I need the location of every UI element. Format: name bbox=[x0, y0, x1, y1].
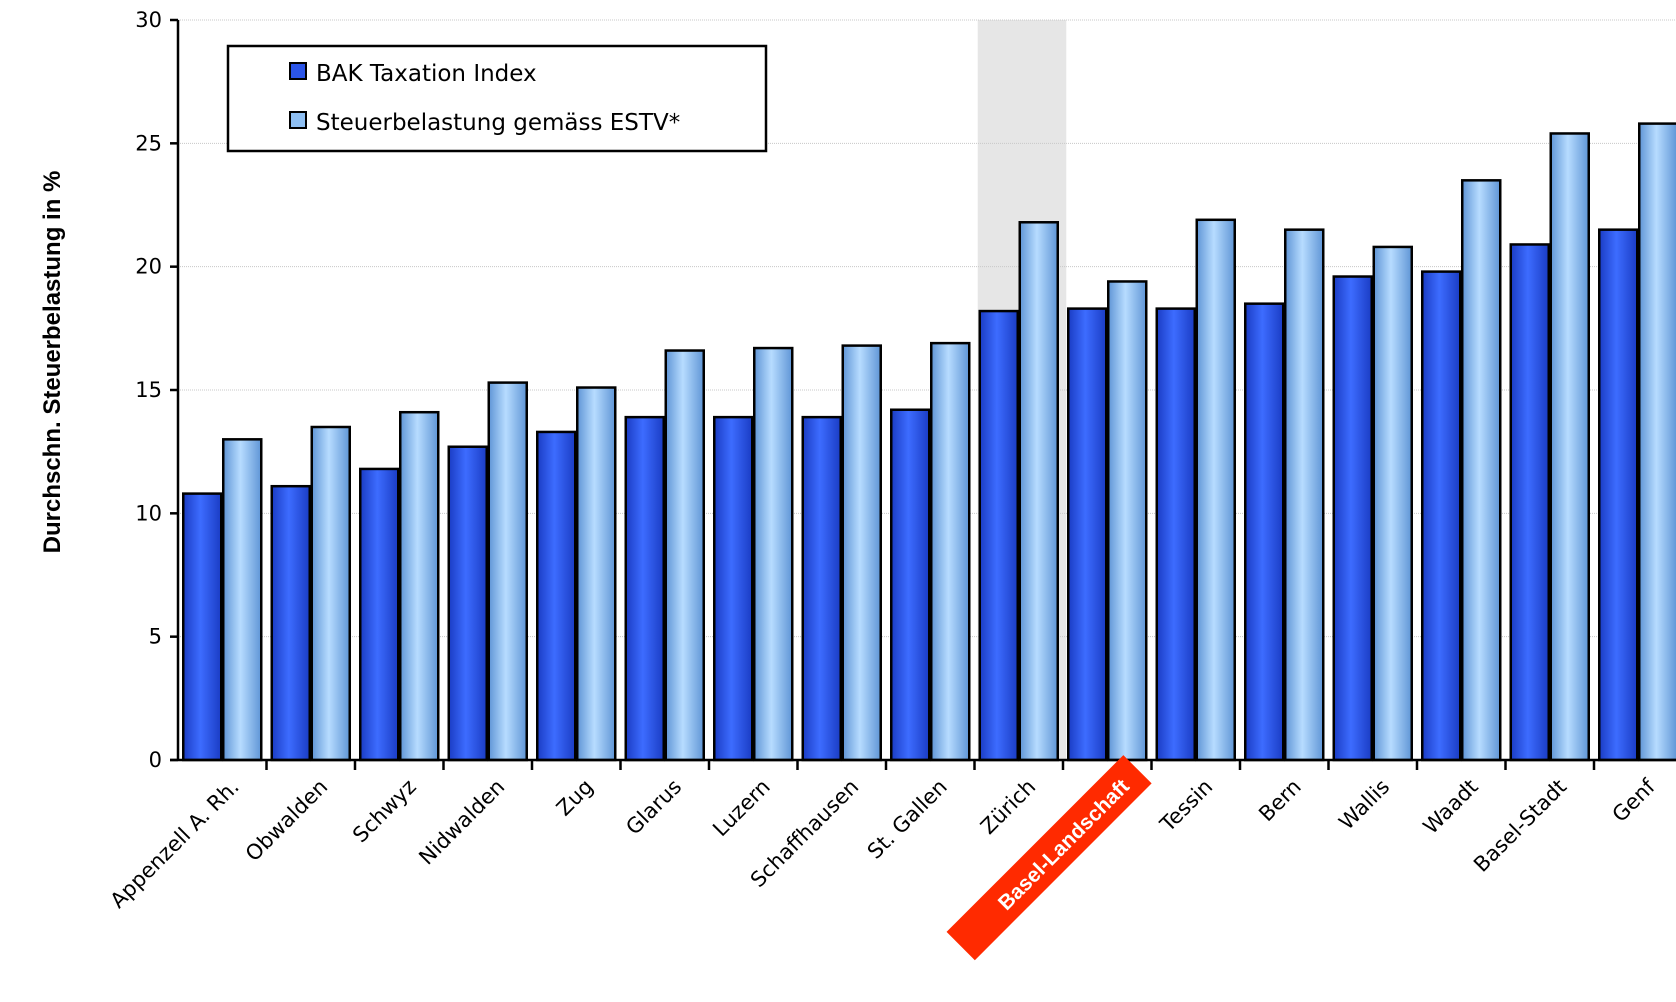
bar-bak bbox=[270, 484, 311, 762]
category-label: St. Gallen bbox=[863, 775, 952, 864]
legend-label-estv: Steuerbelastung gemäss ESTV* bbox=[316, 110, 680, 136]
bar-estv bbox=[222, 438, 263, 762]
category-label: Wallis bbox=[1334, 775, 1394, 835]
bar-bak bbox=[1067, 307, 1108, 762]
bar-estv bbox=[664, 349, 705, 762]
y-tick-label: 0 bbox=[149, 748, 162, 772]
bar-bak bbox=[978, 309, 1019, 762]
y-tick-label: 25 bbox=[135, 131, 162, 155]
y-tick-labels: 0 5 10 15 20 25 30 bbox=[135, 8, 162, 772]
bar-estv bbox=[1195, 218, 1236, 762]
bar-estv bbox=[841, 344, 882, 762]
category-label: Zug bbox=[552, 775, 598, 821]
y-tick-label: 10 bbox=[135, 501, 162, 525]
category-label: Waadt bbox=[1419, 775, 1483, 839]
axes bbox=[170, 18, 1676, 770]
bar-estv bbox=[1372, 245, 1413, 762]
y-tick-label: 30 bbox=[135, 8, 162, 32]
bar-bak bbox=[182, 492, 223, 762]
category-label: Nidwalden bbox=[414, 775, 509, 870]
bar-bak bbox=[447, 445, 488, 762]
category-label: Genf bbox=[1608, 774, 1661, 827]
category-label: Luzern bbox=[708, 775, 775, 842]
bars bbox=[182, 122, 1676, 762]
bar-estv bbox=[487, 381, 528, 762]
category-label: Glarus bbox=[621, 775, 686, 840]
y-tick-label: 5 bbox=[149, 625, 162, 649]
bar-estv bbox=[1107, 280, 1148, 762]
bar-estv bbox=[1284, 228, 1325, 762]
category-label: Schwyz bbox=[348, 775, 421, 848]
bar-bak bbox=[624, 415, 665, 762]
category-label: Tessin bbox=[1155, 775, 1217, 837]
highlight-label-bg bbox=[946, 755, 1152, 961]
y-tick-label: 15 bbox=[135, 378, 162, 402]
bar-bak bbox=[1598, 228, 1639, 762]
bar-estv bbox=[310, 425, 351, 762]
category-label: Bern bbox=[1254, 775, 1306, 827]
bar-estv bbox=[1018, 221, 1059, 762]
legend-box bbox=[226, 44, 768, 153]
bar-bak bbox=[359, 467, 400, 762]
category-label: Appenzell A. Rh. bbox=[106, 775, 244, 913]
bar-estv bbox=[753, 346, 794, 762]
bar-estv bbox=[1638, 122, 1676, 762]
category-label-highlight: Basel-Landschaft bbox=[946, 755, 1152, 961]
bar-bak bbox=[890, 408, 931, 762]
bar-bak bbox=[1509, 243, 1550, 762]
bar-bak bbox=[536, 430, 577, 762]
category-label: Zürich bbox=[976, 775, 1040, 839]
bar-bak bbox=[713, 415, 754, 762]
bar-bak bbox=[1421, 270, 1462, 762]
bar-bak bbox=[1332, 275, 1373, 762]
legend-swatch-estv bbox=[289, 111, 307, 129]
legend-swatch-bak bbox=[289, 62, 307, 80]
bar-estv bbox=[576, 386, 617, 762]
legend: BAK Taxation Index Steuerbelastung gemäs… bbox=[226, 44, 768, 153]
bar-bak bbox=[1155, 307, 1196, 762]
legend-label-bak: BAK Taxation Index bbox=[316, 61, 537, 87]
bar-estv bbox=[930, 341, 971, 762]
bar-estv bbox=[1549, 132, 1590, 762]
category-label: Obwalden bbox=[241, 775, 332, 866]
bar-bak bbox=[1244, 302, 1285, 762]
category-label: Basel-Stadt bbox=[1469, 775, 1571, 877]
y-tick-label: 20 bbox=[135, 255, 162, 279]
bar-estv bbox=[399, 410, 440, 762]
bar-estv bbox=[1461, 179, 1502, 762]
y-axis-label: Durchschn. Steuerbelastung in % bbox=[39, 171, 66, 554]
bar-bak bbox=[801, 415, 842, 762]
